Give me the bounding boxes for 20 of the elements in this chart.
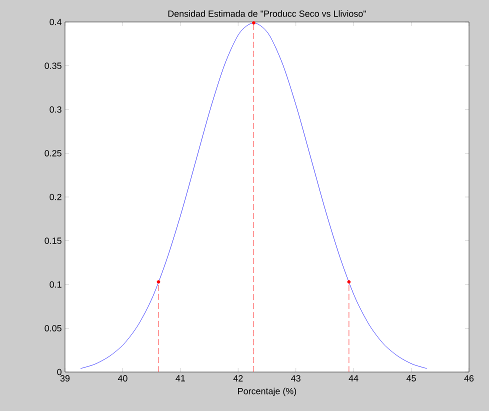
y-tick-label: 0.15	[44, 238, 62, 244]
y-tick-label: 0.05	[44, 325, 62, 332]
y-tick-label: 0.1	[50, 281, 62, 288]
y-tick-label: 0.2	[50, 194, 62, 200]
y-tick-label: 0.4	[50, 18, 62, 26]
x-axis-title: Porcentaje (%)	[238, 388, 296, 396]
x-tick-label: 42	[233, 375, 243, 382]
x-tick-label: 44	[348, 375, 358, 382]
x-tick-label: 40	[118, 375, 128, 382]
y-tick-label: 0.25	[44, 150, 62, 156]
line-series	[80, 22, 428, 369]
x-tick-label: 46	[464, 375, 474, 382]
x-tick-label: 45	[406, 375, 416, 382]
x-tick-label: 43	[291, 375, 300, 382]
y-tick-label: 0.3	[50, 106, 62, 113]
x-tick-label: 41	[176, 375, 185, 382]
y-tick-label: 0	[57, 368, 62, 376]
y-tick-label: 0.35	[44, 62, 62, 69]
chart-title: Densidad Estimada de "Producc Seco vs Llivioso"	[168, 10, 366, 17]
x-tick-label: 39	[60, 375, 70, 382]
